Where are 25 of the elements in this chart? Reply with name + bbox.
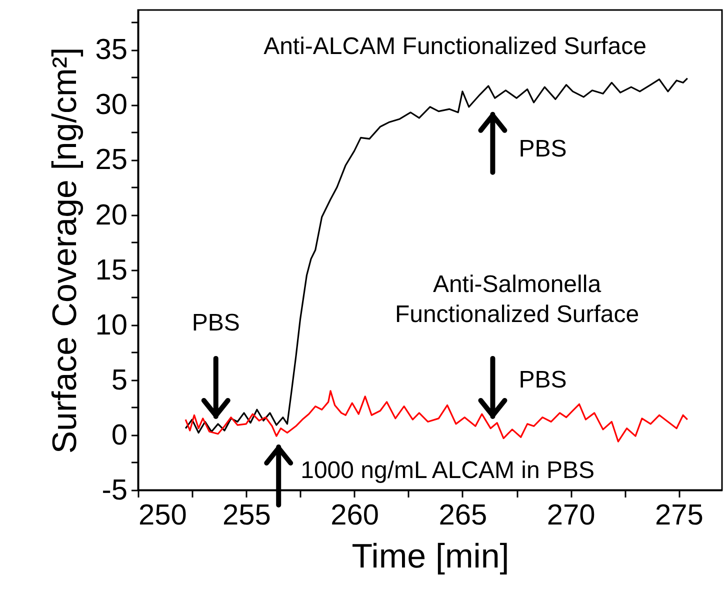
annotation: Anti-Salmonella Functionalized Surface <box>394 271 640 328</box>
x-tick-label: 250 <box>138 500 187 532</box>
annotation: PBS <box>518 135 567 162</box>
x-tick-label: 270 <box>546 500 596 532</box>
x-tick-label: 265 <box>438 500 488 532</box>
y-tick-label: 25 <box>95 144 128 176</box>
annotation: PBS <box>192 309 240 336</box>
y-tick-label: 35 <box>95 34 128 66</box>
y-tick-label: 20 <box>95 199 128 232</box>
x-axis-title: Time [min] <box>352 538 510 576</box>
x-tick-label: 260 <box>330 500 379 532</box>
line-series <box>184 77 688 434</box>
annotation: Anti-ALCAM Functionalized Surface <box>264 33 646 60</box>
x-tick-label: 255 <box>222 500 271 532</box>
annotation: 1000 ng/mL ALCAM in PBS <box>300 457 595 484</box>
y-tick-label: 15 <box>95 254 128 286</box>
y-tick-label: 30 <box>95 89 128 122</box>
y-axis-title: Surface Coverage [ng/cm²] <box>46 47 84 454</box>
line-series <box>184 390 688 442</box>
y-tick-label: 10 <box>95 309 128 342</box>
x-tick-label: 275 <box>655 500 704 532</box>
annotation: PBS <box>518 366 567 394</box>
y-tick-label: 5 <box>111 364 128 396</box>
y-tick-label: -5 <box>102 474 128 506</box>
y-tick-label: 0 <box>111 419 128 452</box>
